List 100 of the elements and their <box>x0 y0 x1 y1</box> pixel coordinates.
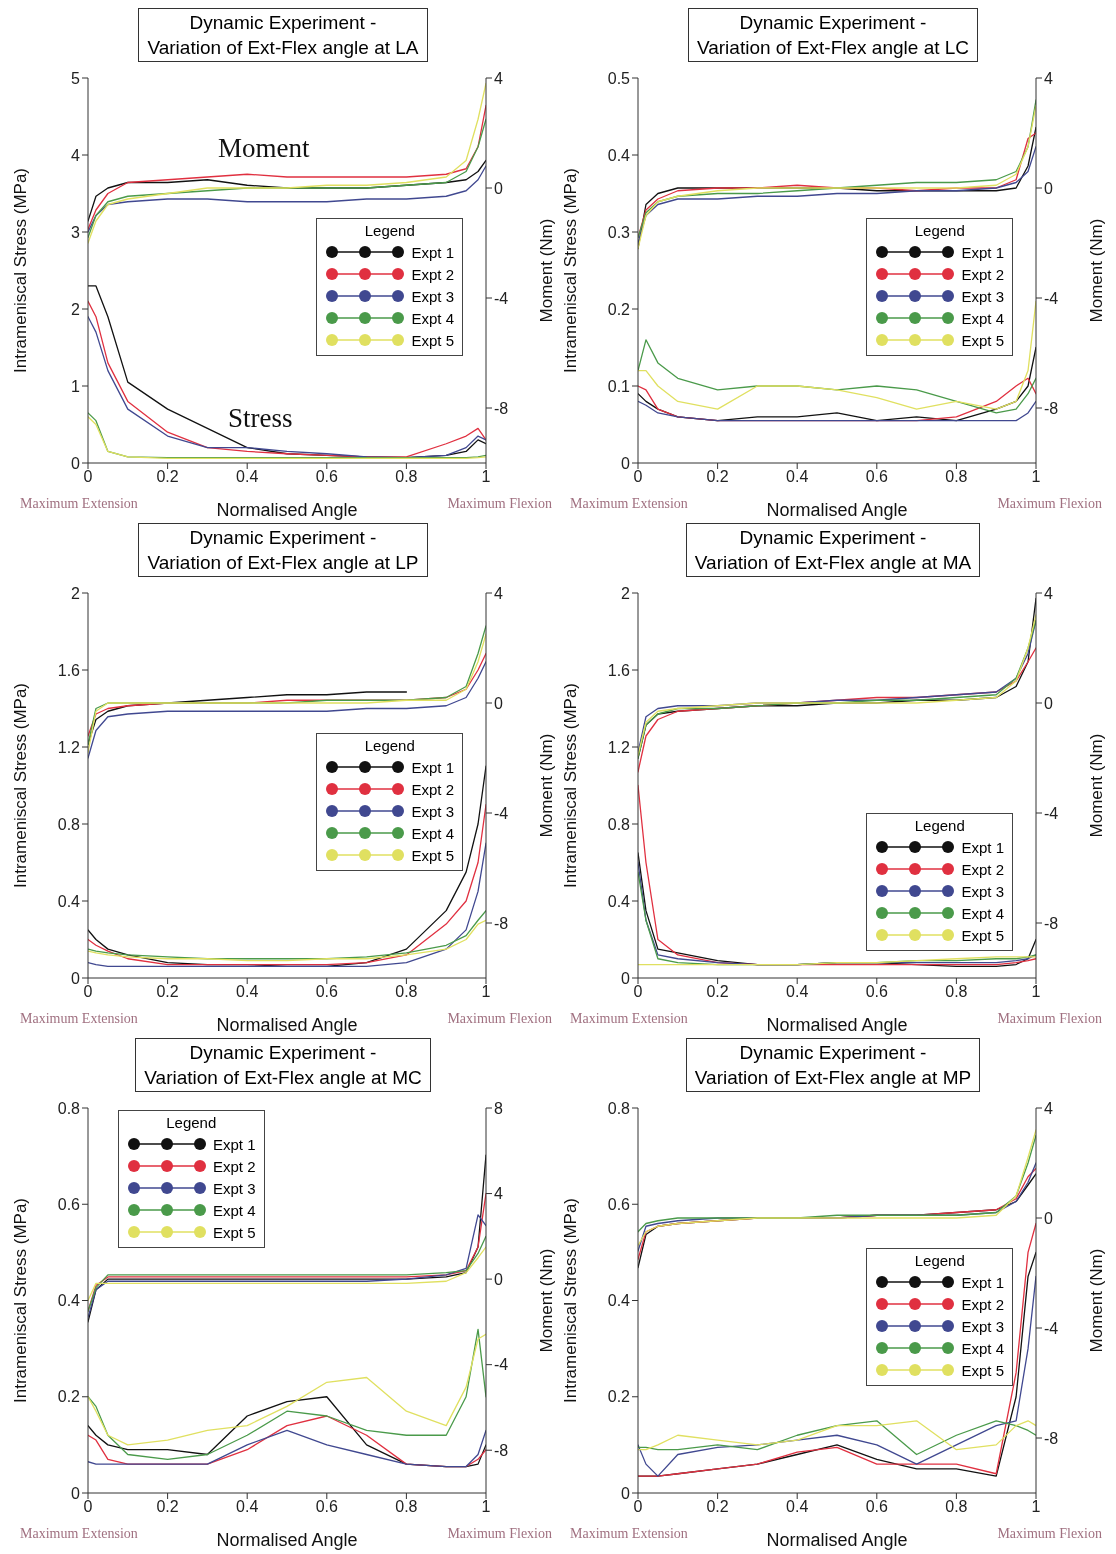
y-tick-label: 1 <box>71 377 81 395</box>
y-tick-label: 0.8 <box>57 1099 81 1117</box>
y-tick-label: 0.4 <box>57 892 81 910</box>
chart-title: Dynamic Experiment - Variation of Ext-Flex angle at MP <box>685 1038 981 1092</box>
x-tick-label: 0.2 <box>156 983 179 1001</box>
x-tick-label: 0 <box>83 983 93 1001</box>
y-tick-label: 0.4 <box>607 146 631 164</box>
y2-tick-label: -4 <box>494 289 509 307</box>
x-tick-label: 0.8 <box>395 983 418 1001</box>
y-tick-label: 0.4 <box>607 1292 631 1310</box>
chart-title: Dynamic Experiment - Variation of Ext-Flex angle at MC <box>135 1038 431 1092</box>
legend-label: Expt 3 <box>961 882 1004 900</box>
y2-tick-label: -8 <box>494 399 509 417</box>
x-tick-label: 0.6 <box>315 1498 339 1516</box>
y-tick-label: 0.1 <box>607 377 631 395</box>
legend-label: Expt 3 <box>411 287 454 305</box>
y-tick-label: 1.2 <box>57 738 81 756</box>
y2-tick-label: 0 <box>1044 179 1053 197</box>
y-tick-label: 0.5 <box>607 69 631 87</box>
legend-label: Expt 1 <box>411 758 454 776</box>
x-tick-label: 0.4 <box>236 468 259 486</box>
x-tick-label: 1 <box>481 468 491 486</box>
x-tick-label: 0.8 <box>945 468 968 486</box>
text: Maximum Extension <box>20 1526 138 1542</box>
y-axis-title: Intrameniscal Stress (MPa) <box>561 168 581 373</box>
text: Maximum Extension <box>570 1011 688 1027</box>
legend-label: Expt 2 <box>213 1157 256 1175</box>
text: Maximum Extension <box>570 496 688 512</box>
legend-label: Expt 2 <box>961 860 1004 878</box>
y-tick-label: 0 <box>621 1484 631 1502</box>
x-axis-title: Normalised Angle <box>766 1015 908 1035</box>
legend-label: Expt 4 <box>411 824 454 842</box>
y2-tick-label: 4 <box>494 1185 503 1203</box>
y2-tick-label: -4 <box>1044 289 1059 307</box>
legend-label: Expt 5 <box>411 331 454 349</box>
y2-tick-label: -8 <box>494 1441 509 1459</box>
y-tick-label: 5 <box>71 69 81 87</box>
y2-axis-title: Moment (Nm) <box>537 218 557 323</box>
x-tick-label: 1 <box>1031 468 1041 486</box>
x-tick-label: 0.6 <box>865 1498 889 1516</box>
x-tick-label: 0.8 <box>395 468 418 486</box>
y2-axis-title: Moment (Nm) <box>537 1248 557 1353</box>
y-tick-label: 0 <box>71 1484 81 1502</box>
x-tick-label: 1 <box>481 983 491 1001</box>
legend-title: Legend <box>913 222 966 239</box>
chart-title: Dynamic Experiment - Variation of Ext-Flex angle at LC <box>687 8 979 62</box>
text: Maximum Extension <box>20 1011 138 1027</box>
x-axis-title: Normalised Angle <box>216 1530 358 1550</box>
text: Maximum Flexion <box>447 496 552 512</box>
y2-tick-label: -8 <box>1044 1429 1059 1447</box>
chart-title: Dynamic Experiment - Variation of Ext-Flex angle at LP <box>138 523 428 577</box>
y2-tick-label: 0 <box>494 179 503 197</box>
x-tick-label: 0.8 <box>945 1498 968 1516</box>
x-tick-label: 1 <box>1031 983 1041 1001</box>
y-tick-label: 0.8 <box>607 1099 631 1117</box>
y-tick-label: 0.2 <box>57 1388 81 1406</box>
y-tick-label: 0.8 <box>607 815 631 833</box>
y-axis-title: Intrameniscal Stress (MPa) <box>11 1198 31 1403</box>
y2-tick-label: 4 <box>494 69 503 87</box>
x-axis-title: Normalised Angle <box>766 1530 908 1550</box>
x-axis-title: Normalised Angle <box>766 500 908 520</box>
y2-tick-label: 4 <box>1044 69 1053 87</box>
x-tick-label: 0.4 <box>786 1498 809 1516</box>
legend-label: Expt 4 <box>213 1201 256 1219</box>
x-tick-label: 0.8 <box>395 1498 418 1516</box>
x-tick-label: 0.4 <box>786 983 809 1001</box>
chart-title: Dynamic Experiment - Variation of Ext-Flex angle at MA <box>685 523 981 577</box>
x-tick-label: 1 <box>1031 1498 1041 1516</box>
x-tick-label: 0.2 <box>706 468 729 486</box>
y-tick-label: 4 <box>71 146 81 164</box>
x-axis-title: Normalised Angle <box>216 500 358 520</box>
legend-label: Expt 5 <box>961 926 1004 944</box>
legend-label: Expt 1 <box>961 243 1004 261</box>
y-tick-label: 1.6 <box>607 661 631 679</box>
y-tick-label: 0 <box>621 969 631 987</box>
x-tick-label: 0.4 <box>236 1498 259 1516</box>
y-axis-title: Intrameniscal Stress (MPa) <box>11 683 31 888</box>
x-tick-label: 0.6 <box>315 468 339 486</box>
legend-label: Expt 5 <box>961 1361 1004 1379</box>
x-tick-label: 0.6 <box>865 468 889 486</box>
y-tick-label: 3 <box>71 223 81 241</box>
x-tick-label: 0.2 <box>706 983 729 1001</box>
y2-tick-label: 0 <box>1044 694 1053 712</box>
legend-label: Expt 3 <box>411 802 454 820</box>
y2-tick-label: 4 <box>1044 1099 1053 1117</box>
text: Maximum Extension <box>20 496 138 512</box>
x-tick-label: 0.8 <box>945 983 968 1001</box>
y2-tick-label: 0 <box>494 694 503 712</box>
legend-title: Legend <box>913 1252 966 1269</box>
y-tick-label: 0.2 <box>607 300 631 318</box>
legend-label: Expt 5 <box>411 846 454 864</box>
legend-label: Expt 4 <box>961 904 1004 922</box>
legend-label: Expt 1 <box>411 243 454 261</box>
y-tick-label: 2 <box>71 584 81 602</box>
x-tick-label: 0 <box>633 1498 643 1516</box>
text: Maximum Flexion <box>997 1011 1102 1027</box>
legend-label: Expt 1 <box>961 1273 1004 1291</box>
text: Maximum Flexion <box>447 1011 552 1027</box>
y-tick-label: 0 <box>71 969 81 987</box>
legend-label: Expt 4 <box>961 309 1004 327</box>
